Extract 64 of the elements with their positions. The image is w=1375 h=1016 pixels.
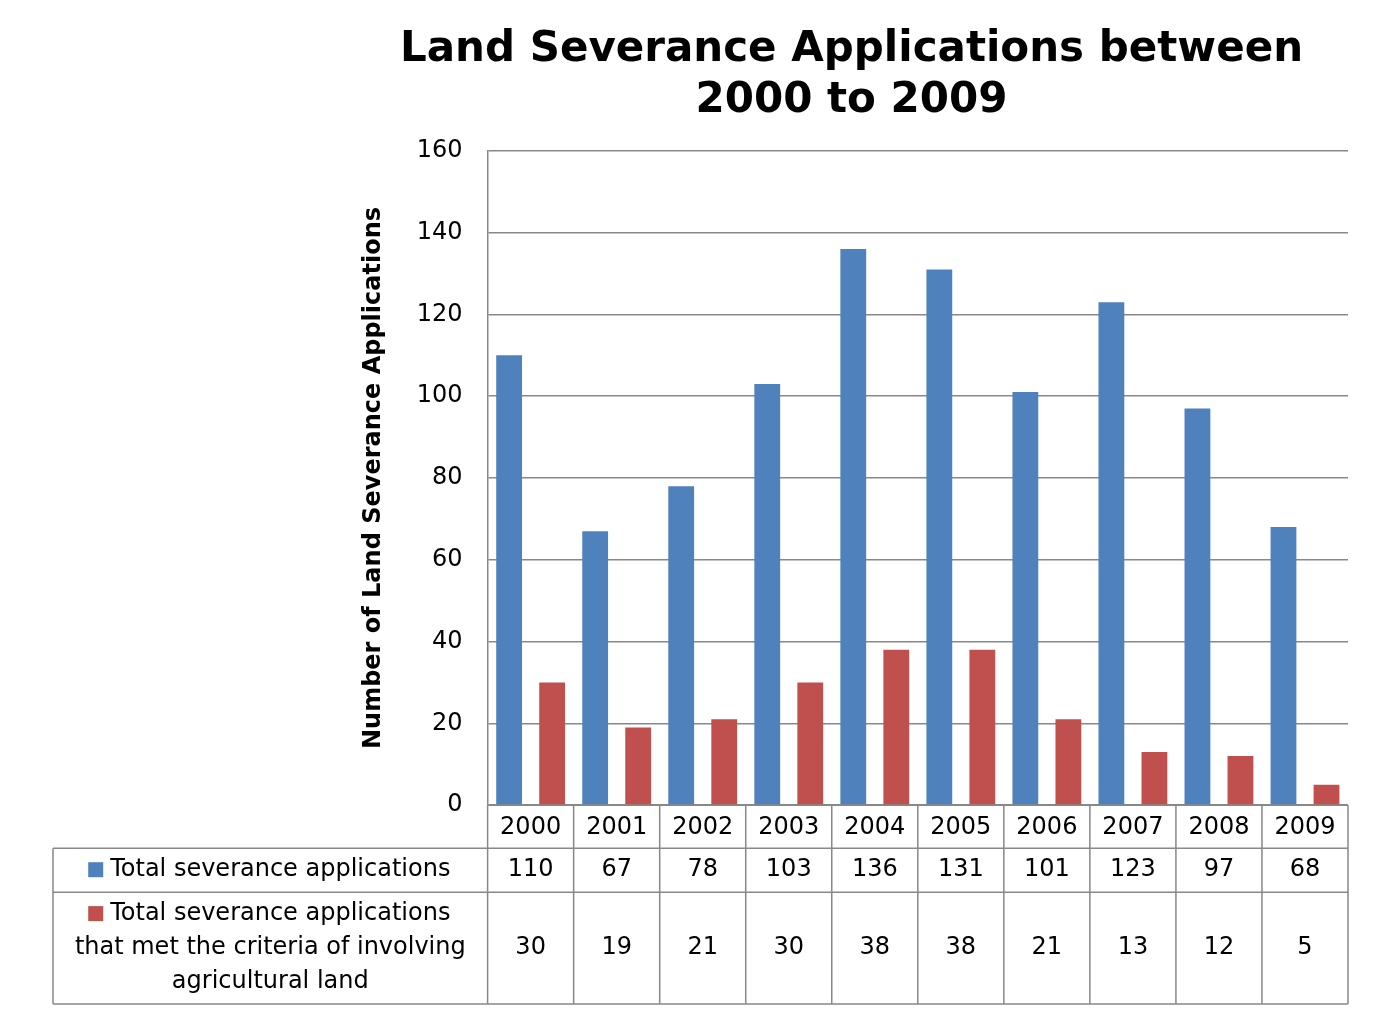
bar	[668, 486, 695, 805]
legend-label: Total severance applications that met the criteria of involving agricultural land	[74, 898, 466, 995]
y-tick-label: 60	[432, 544, 463, 573]
bar	[754, 383, 781, 805]
y-tick-label: 120	[416, 298, 463, 327]
text: Land Severance Applications between	[399, 22, 1304, 72]
bar	[1270, 527, 1297, 805]
bar	[797, 682, 824, 805]
data-label: 97	[1203, 854, 1235, 883]
bar	[1098, 302, 1125, 805]
y-tick-label: 100	[416, 380, 463, 409]
legend-label: Total severance applications	[109, 854, 451, 883]
bar	[1055, 719, 1082, 805]
data-label: 19	[601, 932, 632, 961]
x-tick-label: 2007	[1102, 811, 1164, 840]
y-tick-label: 40	[432, 625, 463, 654]
data-label: 5	[1297, 932, 1313, 961]
bar	[969, 649, 996, 805]
y-axis-title: Number of Land Severance Applications	[357, 206, 386, 750]
data-label: 30	[515, 932, 546, 961]
y-tick-label: 160	[416, 135, 463, 164]
bar	[1012, 392, 1039, 805]
data-label: 30	[773, 932, 805, 961]
bar	[840, 248, 867, 805]
bar	[1227, 756, 1254, 805]
data-label: 12	[1203, 932, 1235, 961]
data-label: 101	[1023, 854, 1070, 883]
bar	[1141, 752, 1168, 805]
bar	[926, 269, 953, 805]
x-tick-label: 2002	[672, 811, 734, 840]
x-tick-label: 2009	[1274, 811, 1336, 840]
y-tick-label: 140	[416, 216, 463, 245]
data-label: 13	[1117, 932, 1149, 961]
y-tick-label: 20	[432, 707, 463, 736]
x-tick-label: 2000	[500, 811, 562, 840]
bar	[582, 531, 609, 805]
x-tick-label: 2006	[1016, 811, 1078, 840]
x-tick-label: 2008	[1188, 811, 1250, 840]
bar	[625, 727, 652, 805]
x-tick-label: 2004	[844, 811, 906, 840]
data-label: 68	[1289, 854, 1321, 883]
data-label: 21	[1031, 932, 1063, 961]
data-label: 103	[765, 854, 812, 883]
data-label: 110	[507, 854, 554, 883]
x-tick-label: 2003	[758, 811, 820, 840]
x-tick-label: 2005	[930, 811, 992, 840]
data-label: 123	[1110, 854, 1156, 883]
data-label: 136	[851, 854, 898, 883]
data-label: 131	[937, 854, 984, 883]
text: 2000 to 2009	[695, 72, 1008, 122]
data-label: 38	[859, 932, 891, 961]
bar	[711, 719, 738, 805]
data-label: 67	[601, 854, 632, 883]
y-tick-label: 0	[447, 789, 463, 818]
bar	[1184, 408, 1211, 805]
data-label: 21	[687, 932, 718, 961]
bar	[496, 355, 523, 805]
bar	[883, 649, 910, 805]
bar	[1313, 784, 1340, 805]
data-label: 78	[687, 854, 718, 883]
y-tick-label: 80	[432, 462, 463, 491]
bar	[539, 682, 566, 805]
x-tick-label: 2001	[586, 811, 648, 840]
data-label: 38	[945, 932, 977, 961]
